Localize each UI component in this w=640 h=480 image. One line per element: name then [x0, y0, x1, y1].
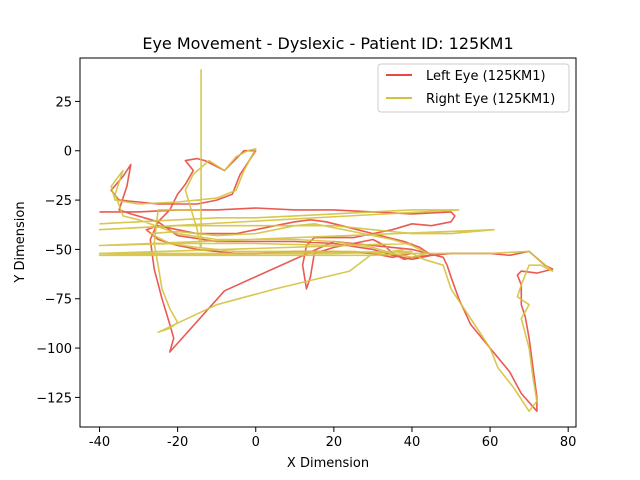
x-tick-label: 20: [326, 435, 343, 450]
x-tick-label: 80: [560, 435, 577, 450]
x-tick-label: 0: [252, 435, 260, 450]
axes-layer: -40 -20 0 20 40 60 80 25 0 −25 −50 −75 −100 −125: [36, 57, 577, 450]
legend-label-left-eye: Left Eye (125KM1): [426, 69, 546, 84]
y-tick-label: −100: [36, 342, 72, 357]
plot-frame: [79, 57, 577, 428]
chart-title: Eye Movement - Dyslexic - Patient ID: 12…: [142, 34, 513, 53]
series-layer: [98, 69, 554, 412]
x-tick-label: -40: [89, 435, 110, 450]
x-tick-label: 40: [404, 435, 421, 450]
y-tick-label: −50: [45, 243, 72, 258]
y-axis-title: Y Dimension: [13, 201, 28, 283]
legend: Left Eye (125KM1) Right Eye (125KM1): [377, 63, 570, 113]
y-tick-label: 0: [64, 145, 72, 160]
series-line-right-eye: [98, 69, 554, 412]
legend-label-right-eye: Right Eye (125KM1): [426, 92, 555, 107]
y-tick-label: −25: [45, 194, 72, 209]
x-tick-label: 60: [482, 435, 499, 450]
y-tick-label: 25: [55, 95, 72, 110]
legend-box: [377, 63, 570, 113]
x-tick-label: -20: [167, 435, 188, 450]
y-tick-label: −75: [45, 293, 72, 308]
x-axis-title: X Dimension: [287, 456, 369, 471]
y-tick-label: −125: [36, 391, 72, 406]
